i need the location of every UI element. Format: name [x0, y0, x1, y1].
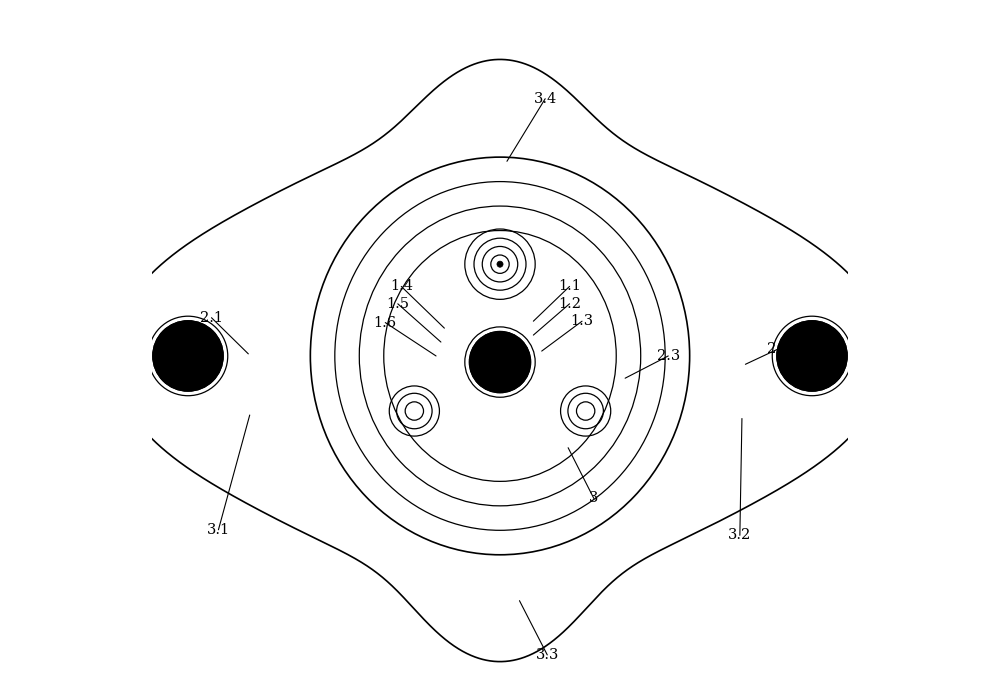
Circle shape — [497, 261, 503, 267]
Text: 3: 3 — [589, 491, 599, 505]
Text: 1.3: 1.3 — [570, 314, 594, 328]
Text: 3.3: 3.3 — [536, 648, 559, 662]
Circle shape — [165, 333, 211, 379]
Circle shape — [789, 333, 835, 379]
Text: 1.4: 1.4 — [390, 279, 413, 293]
Text: 2.1: 2.1 — [200, 311, 223, 325]
Text: 1.6: 1.6 — [374, 315, 397, 329]
Circle shape — [777, 321, 847, 391]
Text: 1.5: 1.5 — [386, 297, 409, 311]
Text: 2.3: 2.3 — [657, 349, 680, 363]
Circle shape — [469, 332, 531, 393]
Text: 3.1: 3.1 — [207, 523, 230, 537]
Circle shape — [153, 321, 223, 391]
Circle shape — [479, 341, 521, 383]
Text: 1.2: 1.2 — [558, 297, 581, 311]
Text: 1.1: 1.1 — [558, 279, 581, 293]
Text: 2.2: 2.2 — [767, 342, 790, 356]
Text: 3.2: 3.2 — [728, 528, 751, 542]
Text: 3.4: 3.4 — [534, 91, 557, 105]
